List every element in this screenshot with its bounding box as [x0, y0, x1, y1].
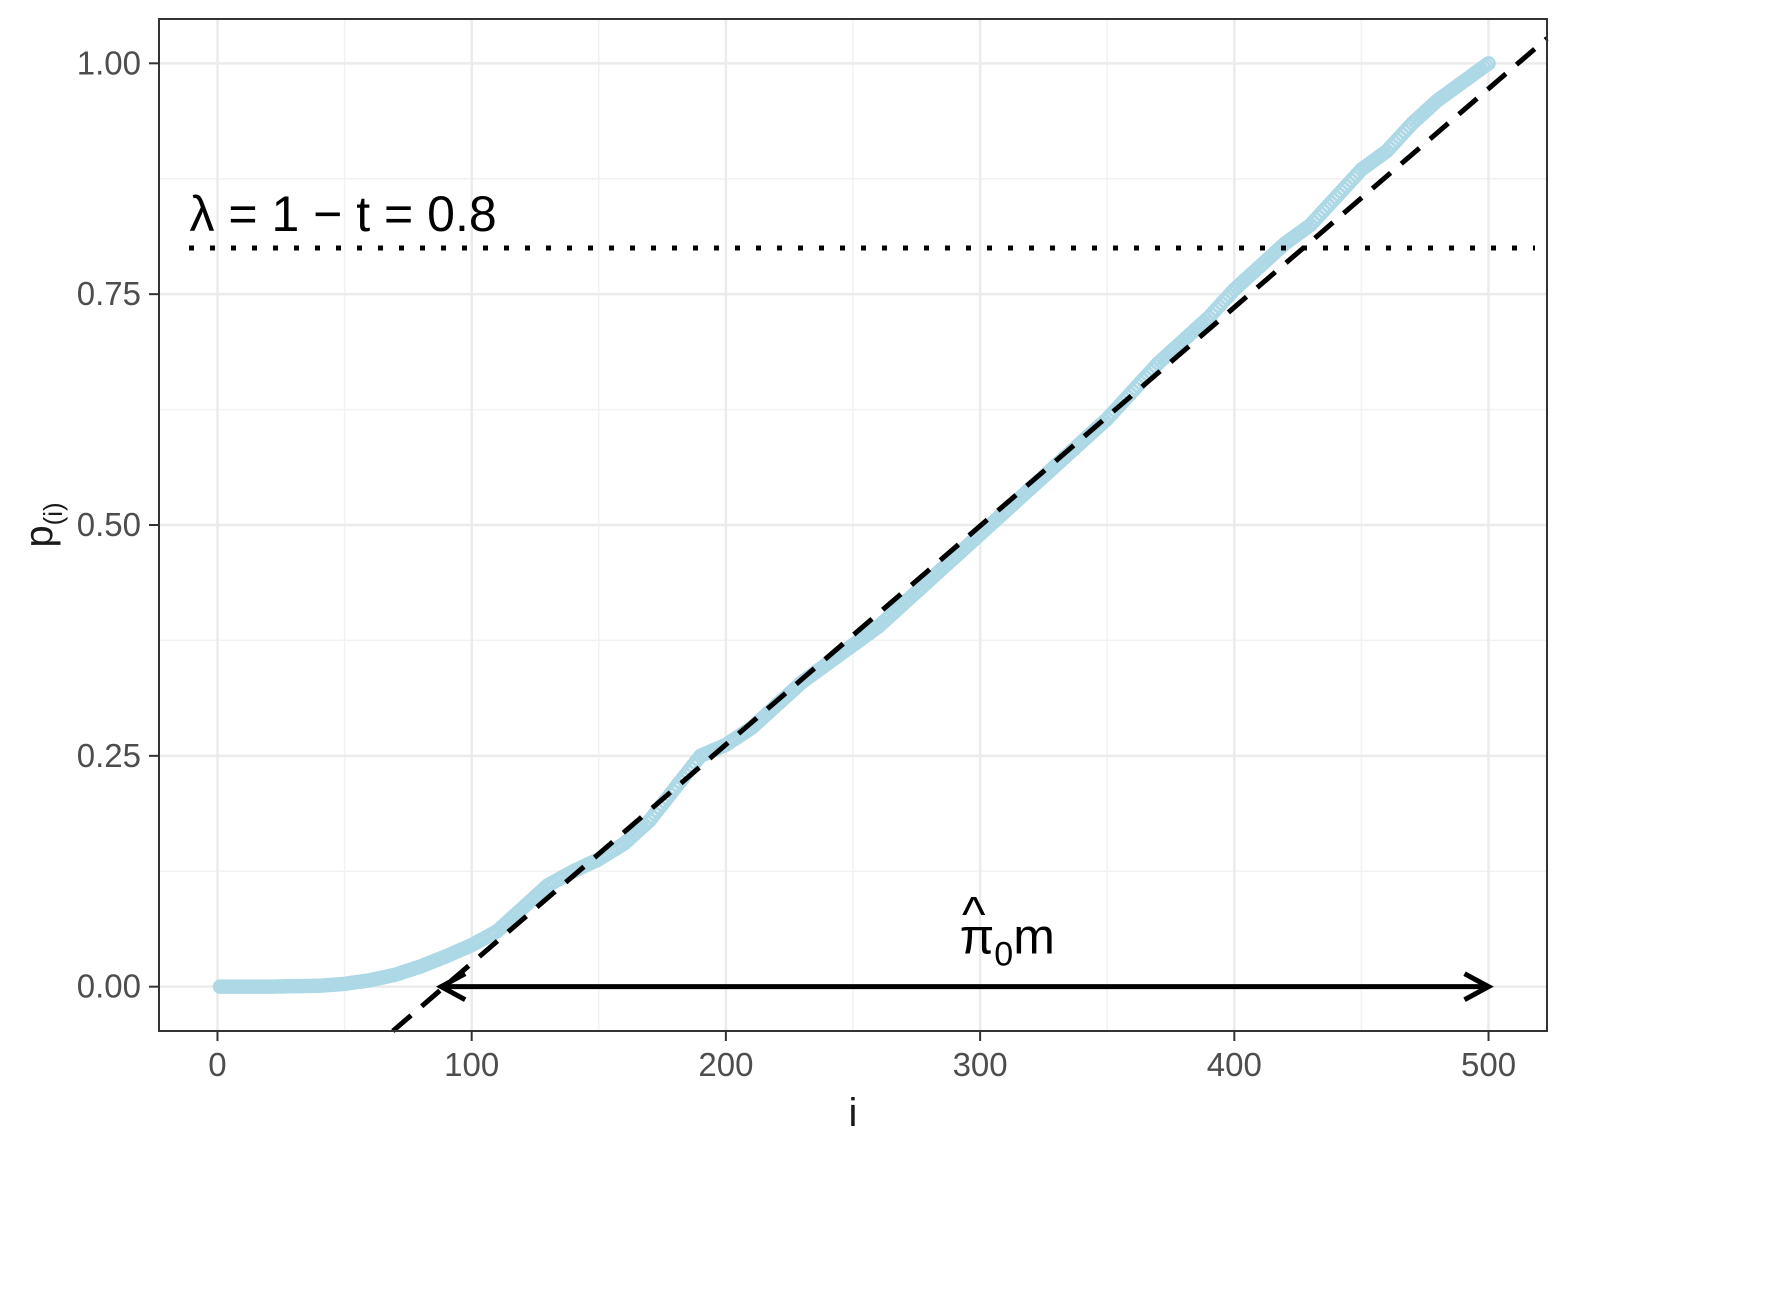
- reference-lines: [189, 36, 1549, 1033]
- y-tick-label: 0.25: [77, 737, 141, 774]
- y-tick-label: 1.00: [77, 44, 141, 81]
- x-tick-label: 400: [1207, 1046, 1262, 1083]
- pi0m-subscript: 0: [994, 935, 1013, 973]
- pi0m-label: π0m: [960, 908, 1055, 973]
- y-tick-label: 0.75: [77, 275, 141, 312]
- axes: 0 100 200 300 400 500 0.00 0.25 0.50 0.75 1.00: [77, 44, 1516, 1083]
- arrow-head-right: [1463, 971, 1494, 1002]
- x-tick-label: 200: [698, 1046, 753, 1083]
- pi0m-annotation: ^ π0m: [960, 886, 1055, 973]
- arrow-head-left: [435, 971, 467, 1002]
- data-point: [1481, 56, 1496, 71]
- x-tick-label: 300: [953, 1046, 1008, 1083]
- y-axis-title-subscript: (i): [38, 502, 68, 525]
- pi0m-base: π: [960, 908, 995, 964]
- y-tick-label: 0.50: [77, 506, 141, 543]
- grid: [159, 19, 1547, 1031]
- pi0m-hat: ^: [962, 886, 986, 942]
- x-tick-label: 500: [1461, 1046, 1516, 1083]
- x-tick-label: 0: [208, 1046, 226, 1083]
- y-axis-title: p(i): [17, 502, 68, 547]
- lambda-annotation: λ = 1 − t = 0.8: [190, 186, 497, 242]
- y-tick-label: 0.00: [77, 968, 141, 1005]
- x-axis-title: i: [849, 1091, 858, 1135]
- pi0m-arrow: [435, 971, 1494, 1002]
- y-axis-title-main: p: [17, 525, 61, 547]
- x-tick-label: 100: [444, 1046, 499, 1083]
- pi0m-suffix: m: [1013, 908, 1055, 964]
- dashed-fit-line: [391, 36, 1549, 1033]
